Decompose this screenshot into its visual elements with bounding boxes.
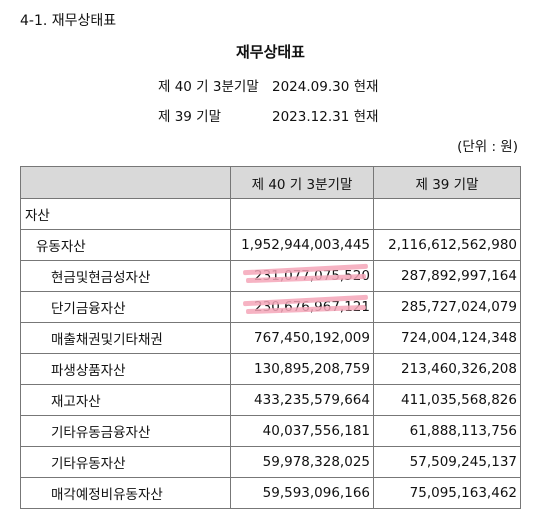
prior-period-value: 285,727,024,079 — [373, 291, 521, 323]
current-period-value — [230, 198, 374, 230]
account-label: 유동자산 — [20, 229, 231, 261]
table-row: 파생상품자산 130,895,208,759 213,460,326,208 — [20, 353, 521, 385]
prior-period-term: 제 39 기말 — [158, 109, 222, 125]
prior-period-value: 2,116,612,562,980 — [373, 229, 521, 261]
table-row: 자산 — [20, 198, 521, 230]
table-row: 재고자산 433,235,579,664 411,035,568,826 — [20, 384, 521, 416]
table-row: 기타유동금융자산 40,037,556,181 61,888,113,756 — [20, 415, 521, 447]
account-label: 매출채권및기타채권 — [20, 322, 231, 354]
current-period-date: 2024.09.30 현재 — [272, 79, 379, 95]
current-period-value: 59,978,328,025 — [230, 446, 374, 478]
header-account — [20, 166, 231, 199]
table-row: 기타유동자산 59,978,328,025 57,509,245,137 — [20, 446, 521, 478]
account-label: 기타유동자산 — [20, 446, 231, 478]
section-heading: 4-1. 재무상태표 — [20, 13, 117, 29]
table-row: 현금및현금성자산231,077,075,520287,892,997,164 — [20, 260, 521, 292]
account-label: 기타유동금융자산 — [20, 415, 231, 447]
prior-period-value: 57,509,245,137 — [373, 446, 521, 478]
table-row: 단기금융자산230,676,967,121285,727,024,079 — [20, 291, 521, 323]
prior-period-date: 2023.12.31 현재 — [272, 109, 379, 125]
account-label: 파생상품자산 — [20, 353, 231, 385]
current-period-value: 40,037,556,181 — [230, 415, 374, 447]
table-row: 유동자산 1,952,944,003,445 2,116,612,562,980 — [20, 229, 521, 261]
current-period-value: 767,450,192,009 — [230, 322, 374, 354]
header-prior-period: 제 39 기말 — [373, 166, 521, 199]
table-row: 매출채권및기타채권 767,450,192,009 724,004,124,348 — [20, 322, 521, 354]
current-period-term: 제 40 기 3분기말 — [158, 79, 259, 95]
header-current-period: 제 40 기 3분기말 — [230, 166, 374, 199]
account-label: 단기금융자산 — [20, 291, 231, 323]
table-header-row: 제 40 기 3분기말 제 39 기말 — [20, 166, 521, 199]
current-period-value: 1,952,944,003,445 — [230, 229, 374, 261]
prior-period-value: 411,035,568,826 — [373, 384, 521, 416]
account-label: 자산 — [20, 198, 231, 230]
prior-period-value: 287,892,997,164 — [373, 260, 521, 292]
current-period-value: 130,895,208,759 — [230, 353, 374, 385]
unit-label: (단위 : 원) — [457, 139, 518, 155]
balance-sheet-table: 제 40 기 3분기말 제 39 기말 자산 유동자산 1,952,944,003,… — [20, 166, 521, 509]
prior-period-value: 724,004,124,348 — [373, 322, 521, 354]
account-label: 현금및현금성자산 — [20, 260, 231, 292]
prior-period-value — [373, 198, 521, 230]
current-period-value: 433,235,579,664 — [230, 384, 374, 416]
prior-period-value: 61,888,113,756 — [373, 415, 521, 447]
account-label: 재고자산 — [20, 384, 231, 416]
document-title: 재무상태표 — [235, 43, 305, 61]
prior-period-value: 213,460,326,208 — [373, 353, 521, 385]
